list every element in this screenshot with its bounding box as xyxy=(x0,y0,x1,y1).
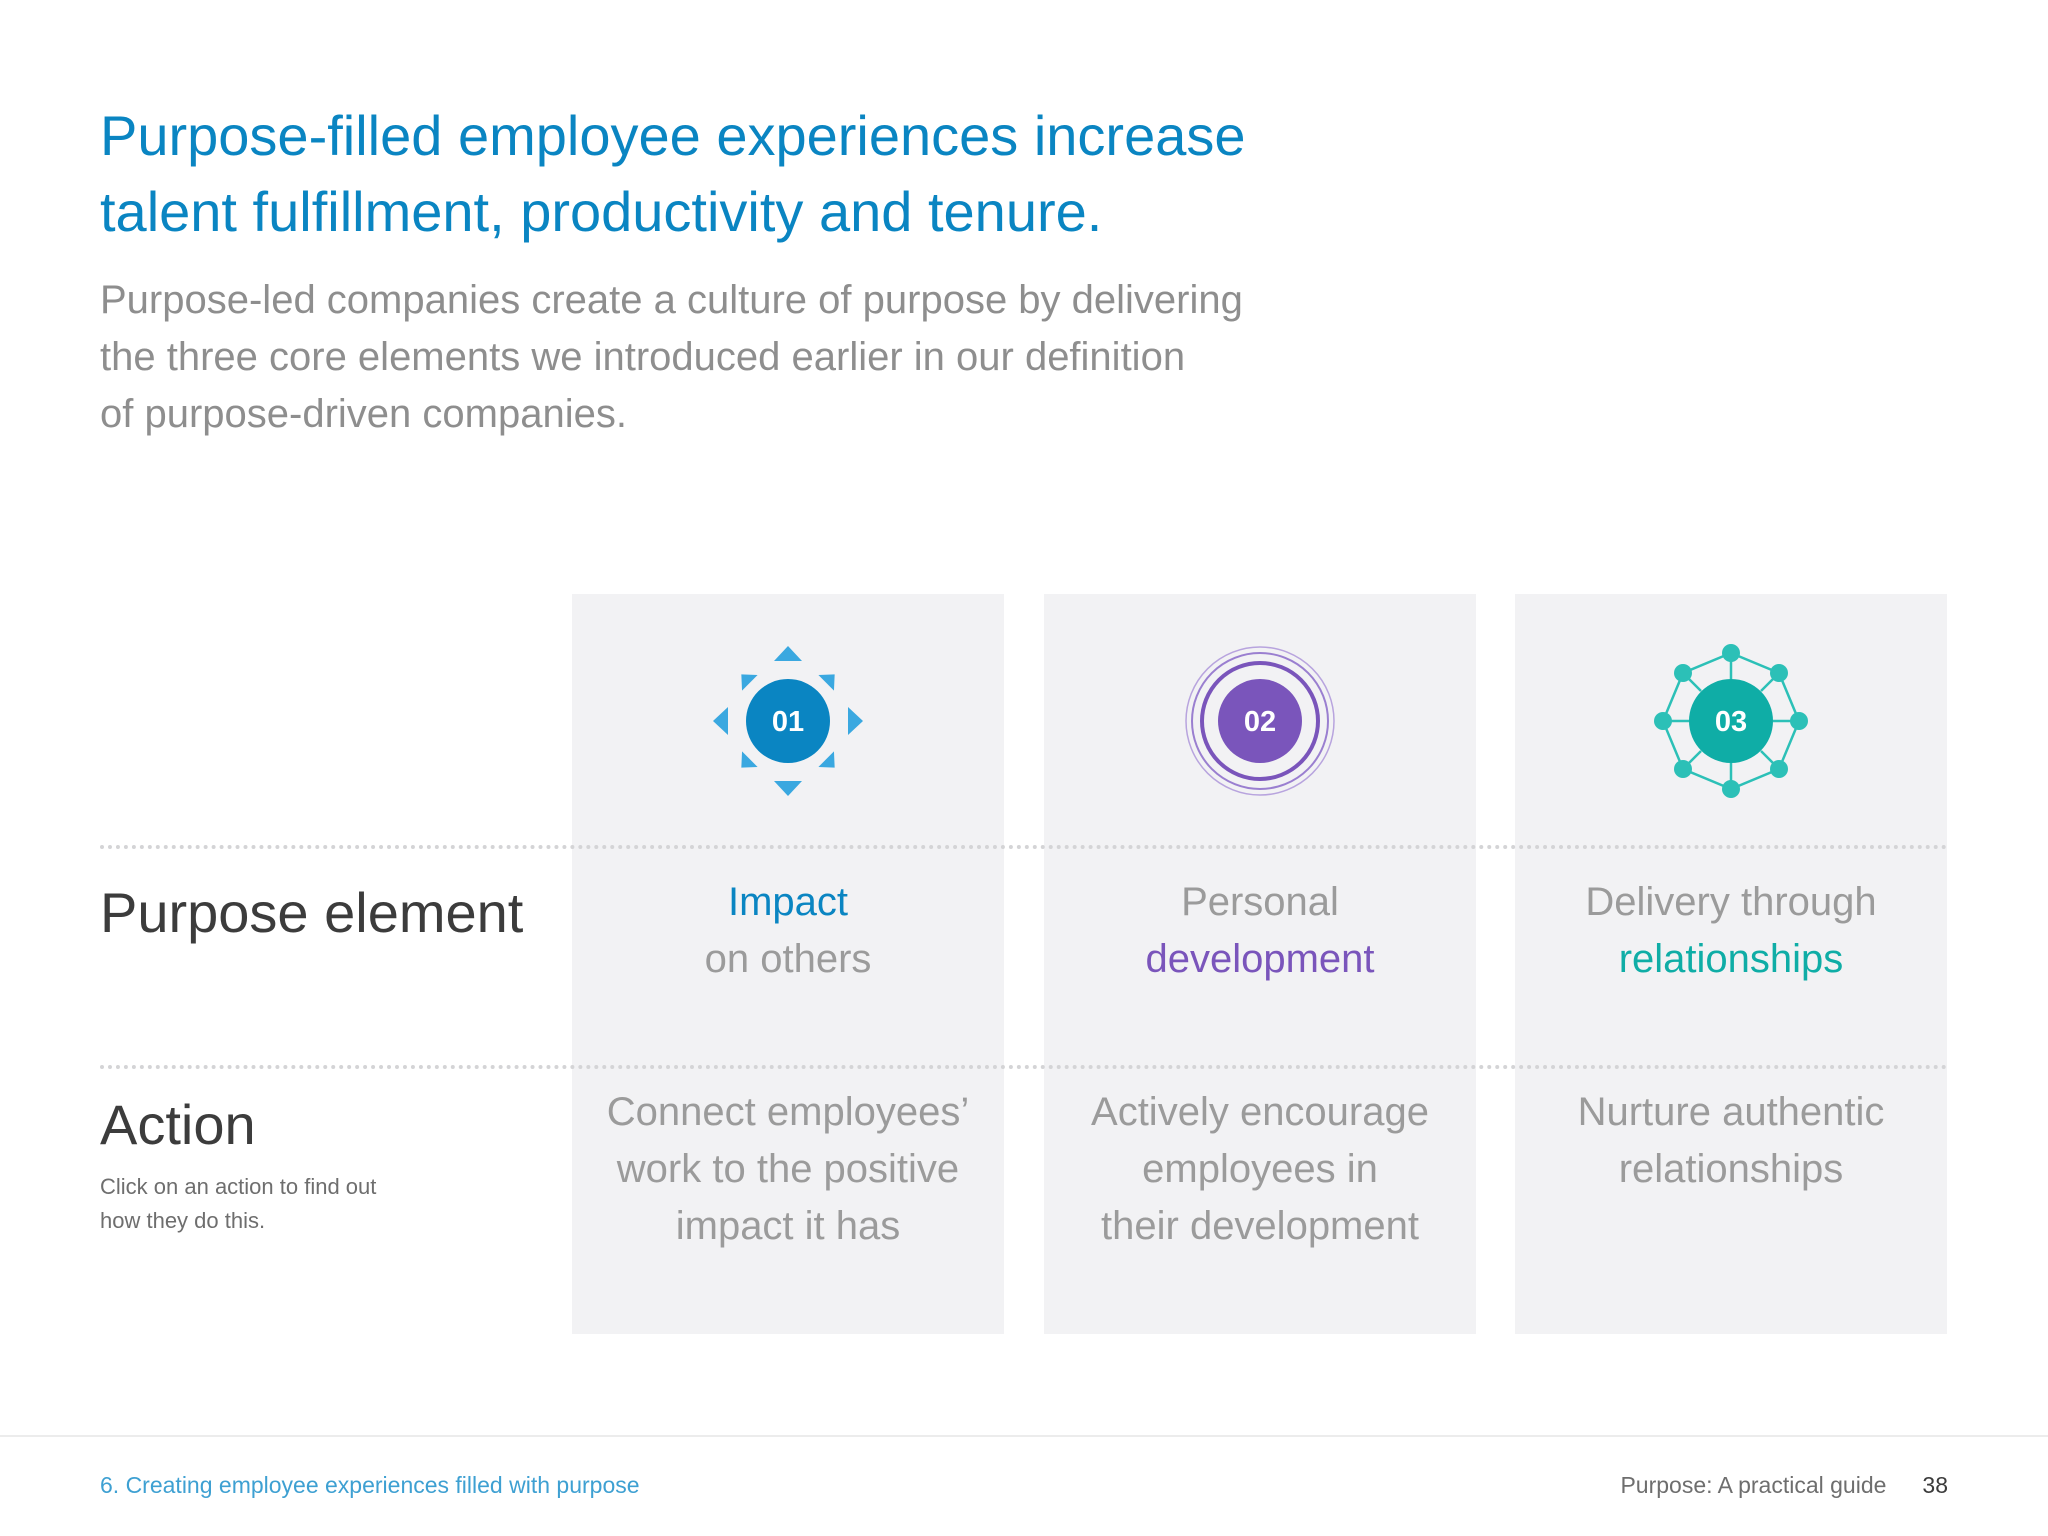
row-divider xyxy=(100,1065,1948,1069)
footer-guide-title: Purpose: A practical guide xyxy=(1620,1472,1887,1498)
intro-paragraph: Purpose-led companies create a culture o… xyxy=(100,272,1340,443)
action-encourage-development[interactable]: Actively encourage employees in their de… xyxy=(1091,1090,1429,1248)
intro-line-3: of purpose-driven companies. xyxy=(100,392,627,436)
card-number: 02 xyxy=(1244,706,1276,738)
page-title: Purpose-filled employee experiences incr… xyxy=(100,98,1400,250)
card-impact: 01 Impact on others Connect employees’ w… xyxy=(572,594,1004,1334)
sun-arrows-icon: 01 xyxy=(572,636,1004,806)
intro-line-2: the three core elements we introduced ea… xyxy=(100,335,1186,379)
title-line-2: talent fulfillment, productivity and ten… xyxy=(100,180,1103,243)
concentric-rings-icon: 02 xyxy=(1044,636,1476,806)
purpose-element-development: Personal development xyxy=(1145,880,1375,981)
action-label: Action xyxy=(100,1093,256,1156)
card-relationships: 03 Delivery through relationships Nurtur… xyxy=(1515,594,1947,1334)
intro-line-1: Purpose-led companies create a culture o… xyxy=(100,278,1243,322)
network-nodes-icon: 03 xyxy=(1515,636,1947,806)
purpose-element-label: Purpose element xyxy=(100,881,524,944)
row-divider xyxy=(100,845,1948,849)
title-line-1: Purpose-filled employee experiences incr… xyxy=(100,104,1246,167)
page-number: 38 xyxy=(1922,1472,1948,1498)
footer-section-link[interactable]: 6. Creating employee experiences filled … xyxy=(100,1472,640,1498)
card-development: 02 Personal development Actively encoura… xyxy=(1044,594,1476,1334)
purpose-element-impact: Impact on others xyxy=(704,880,872,981)
action-nurture-relationships[interactable]: Nurture authentic relationships xyxy=(1577,1090,1885,1191)
footer-divider xyxy=(0,1435,2048,1437)
footer-guide: Purpose: A practical guide 38 xyxy=(1620,1472,1948,1499)
card-number: 03 xyxy=(1715,706,1747,738)
action-connect-work[interactable]: Connect employees’ work to the positive … xyxy=(606,1090,970,1248)
purpose-element-relationships: Delivery through relationships xyxy=(1585,880,1877,981)
card-number: 01 xyxy=(772,706,804,738)
action-hint: Click on an action to find out how they … xyxy=(100,1174,377,1233)
